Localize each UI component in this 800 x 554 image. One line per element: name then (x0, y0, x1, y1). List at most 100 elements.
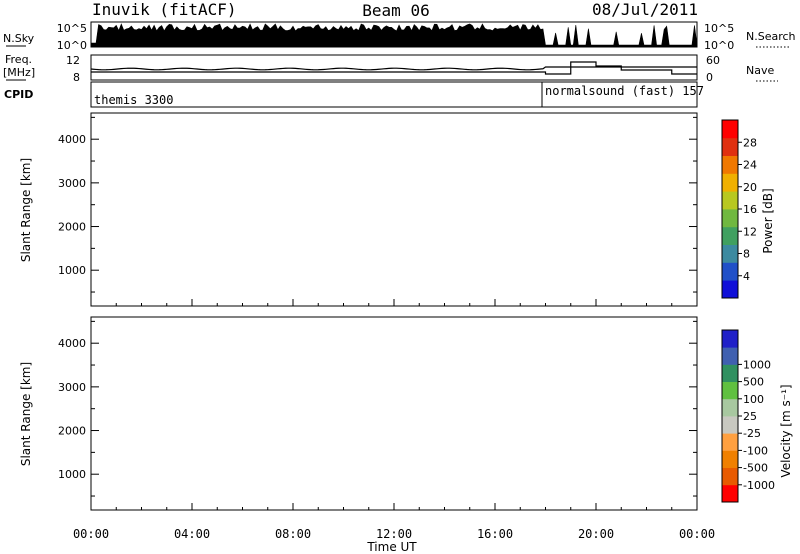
velocity-cell (212, 398, 216, 412)
power-cell (189, 295, 193, 306)
power-cell (454, 218, 458, 225)
velocity-cell (406, 408, 410, 421)
velocity-cell (282, 460, 287, 474)
power-cell (492, 230, 496, 241)
velocity-cell (179, 393, 183, 407)
power-cell (452, 190, 456, 204)
power-cell (237, 205, 241, 212)
velocity-cell (272, 424, 276, 440)
velocity-cell (277, 422, 281, 438)
velocity-cell (189, 464, 193, 486)
time-tick-label: 00:00 (679, 527, 715, 541)
power-cell (449, 214, 453, 223)
power-cell (222, 190, 226, 203)
power-cell (457, 191, 461, 202)
power-cell (146, 255, 150, 263)
power-cell (176, 283, 180, 295)
power-cell (588, 279, 592, 294)
power-colorbar-swatch (722, 280, 738, 299)
velocity-cell (123, 483, 127, 500)
velocity-cell (310, 407, 314, 422)
power-cell (318, 254, 322, 265)
power-cell (171, 282, 175, 294)
power-cell (207, 203, 211, 208)
power-cell (416, 216, 420, 226)
power-cell (484, 219, 489, 230)
power-cell (320, 207, 324, 212)
velocity-cell (270, 469, 274, 482)
power-cell (406, 234, 410, 245)
power-cell (540, 224, 544, 234)
velocity-cell (527, 425, 531, 440)
power-cell (204, 272, 208, 284)
velocity-cell (441, 422, 446, 438)
power-cell (179, 260, 183, 268)
power-cell (411, 205, 415, 217)
power-cell (391, 194, 395, 207)
power-cell (247, 203, 251, 209)
power-cell (272, 240, 276, 250)
power-cell (358, 216, 362, 225)
power-cell (565, 293, 569, 306)
power-cell (197, 211, 201, 223)
velocity-cell (436, 421, 441, 435)
power-cell (669, 278, 673, 293)
power-cell (282, 257, 287, 267)
power-cell (222, 240, 226, 251)
velocity-cell (176, 408, 180, 423)
power-cell (141, 187, 145, 202)
velocity-cell (404, 410, 408, 425)
velocity-cell (121, 450, 125, 469)
power-cell (138, 240, 143, 251)
velocity-cell (315, 394, 319, 407)
time-tick-label: 20:00 (578, 527, 614, 541)
velocity-cell (270, 420, 274, 432)
velocity-cell (361, 394, 365, 409)
power-cell (239, 251, 244, 261)
velocity-colorbar-swatch (722, 450, 738, 468)
velocity-cell (641, 489, 645, 505)
power-cell (128, 202, 133, 213)
power-cell (265, 249, 269, 259)
power-cell (108, 216, 112, 230)
velocity-cell (96, 418, 100, 433)
velocity-colorbar-swatch (722, 467, 738, 486)
velocity-cell (378, 397, 382, 412)
power-cell (598, 291, 602, 306)
power-cell (138, 250, 143, 261)
power-cell (333, 205, 337, 214)
power-cell (608, 261, 612, 276)
power-cell (232, 258, 236, 267)
velocity-cell (207, 448, 211, 467)
power-cell (525, 189, 529, 201)
power-cell (118, 204, 122, 218)
velocity-cell (277, 455, 281, 469)
velocity-cell (121, 418, 125, 431)
velocity-cell (449, 392, 453, 406)
velocity-cell (237, 405, 241, 419)
velocity-cell (214, 423, 218, 436)
velocity-cell (520, 409, 524, 424)
velocity-cell (202, 400, 206, 414)
power-cell (141, 257, 145, 266)
power-cell (553, 274, 557, 292)
power-cell (618, 273, 622, 289)
nave-tick-top: 60 (706, 54, 720, 67)
velocity-cell (606, 474, 610, 492)
power-cell (194, 293, 198, 304)
power-cell (121, 203, 125, 215)
power-cell (239, 217, 244, 229)
power-cell (275, 197, 279, 204)
power-cell (285, 204, 289, 210)
power-cell (126, 261, 130, 269)
velocity-cell (186, 392, 191, 406)
power-cell (186, 202, 191, 217)
power-cell (474, 232, 478, 245)
velocity-cell (96, 391, 100, 406)
velocity-cell (495, 406, 499, 419)
power-cell (368, 188, 372, 201)
velocity-cell (560, 489, 564, 508)
power-cell (204, 254, 208, 263)
power-cell (192, 216, 196, 230)
power-cell (414, 230, 418, 242)
